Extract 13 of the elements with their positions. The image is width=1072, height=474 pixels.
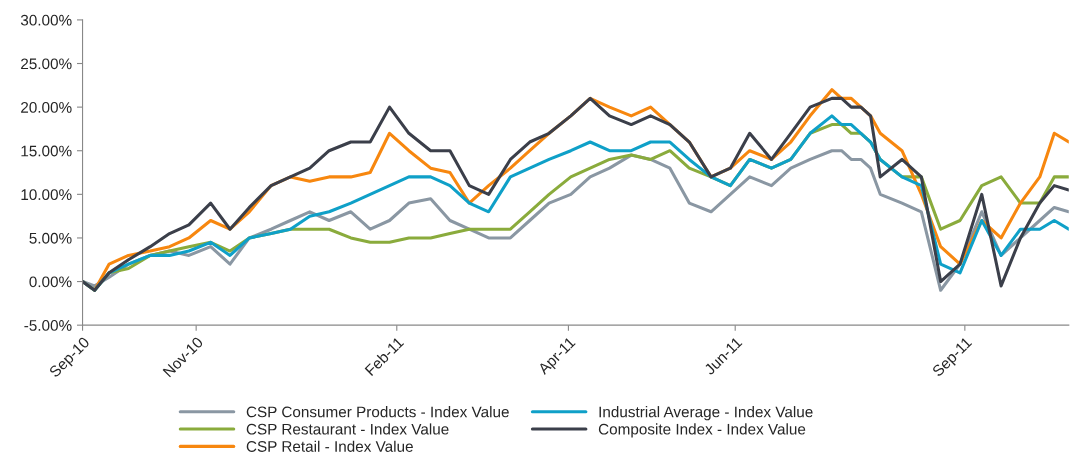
y-tick-label: 5.00%	[29, 232, 72, 244]
legend-label: CSP Restaurant - Index Value	[246, 423, 449, 435]
y-tick-label: 20.00%	[21, 101, 72, 113]
y-tick-label: 30.00%	[20, 14, 72, 26]
y-tick-label: 15.00%	[21, 145, 72, 157]
legend-label: Industrial Average - Index Value	[599, 406, 813, 421]
y-tick-label: 25.00%	[21, 58, 72, 70]
y-tick-label: 0.00%	[29, 276, 72, 288]
legend-label: CSP Retail - Index Value	[246, 440, 413, 452]
legend-label: Composite Index - Index Value	[598, 423, 806, 438]
y-tick-label: -5.00%	[24, 320, 72, 331]
legend-label: CSP Consumer Products - Index Value	[246, 406, 509, 418]
y-tick-label: 10.00%	[21, 189, 72, 201]
